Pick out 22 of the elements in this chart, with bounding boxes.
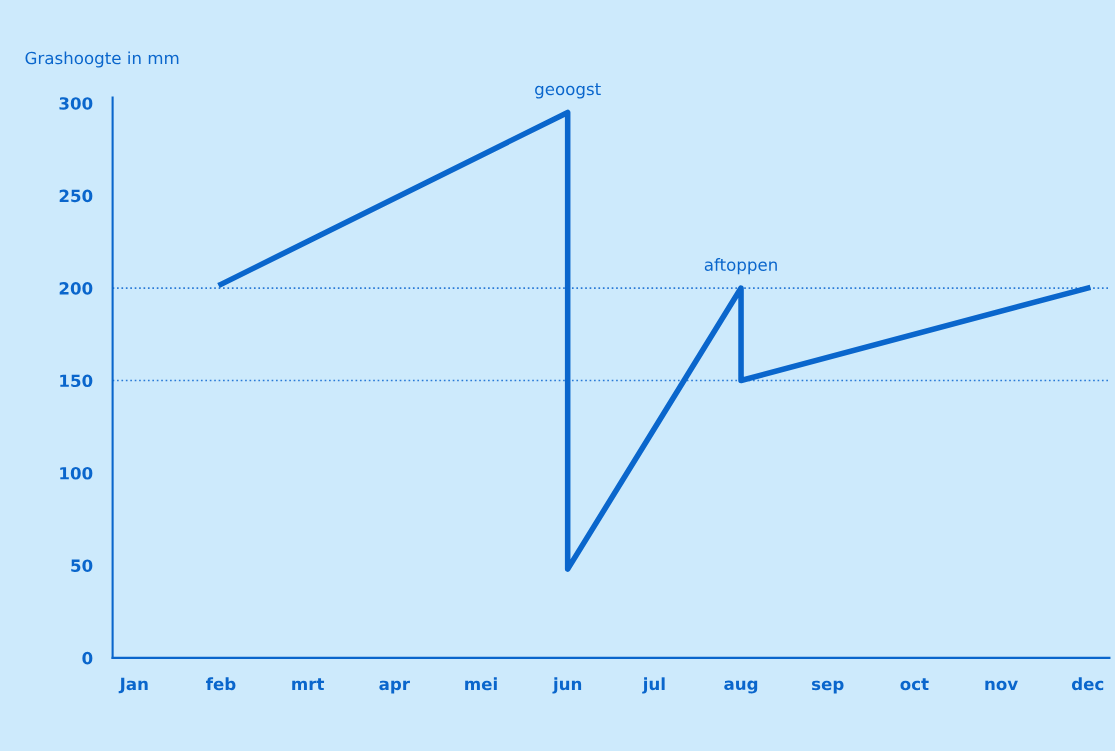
y-tick-label: 250 bbox=[59, 189, 93, 203]
x-tick-label: nov bbox=[985, 680, 1018, 691]
x-tick-label: mrt bbox=[292, 678, 325, 690]
y-tick-label: 150 bbox=[60, 374, 93, 388]
x-tick-label: Jan bbox=[118, 677, 148, 694]
x-tick-label: jun bbox=[552, 677, 582, 694]
y-tick-label: 50 bbox=[71, 559, 93, 572]
y-tick-label: 300 bbox=[59, 97, 93, 110]
y-tick-label: 0 bbox=[82, 651, 93, 665]
x-tick-label: aug bbox=[724, 680, 758, 694]
x-tick-label: oct bbox=[900, 678, 929, 691]
y-tick-label: 100 bbox=[60, 466, 93, 480]
annotation: geoogst bbox=[535, 83, 601, 99]
x-tick-label: jul bbox=[642, 677, 665, 694]
y-axis-title: Grashoogte in mm bbox=[25, 51, 179, 68]
x-tick-label: feb bbox=[206, 677, 236, 691]
annotation: aftoppen bbox=[704, 258, 777, 275]
x-tick-label: mei bbox=[465, 677, 497, 691]
x-tick-label: sep bbox=[812, 680, 844, 694]
x-tick-label: apr bbox=[379, 680, 410, 694]
y-tick-label: 200 bbox=[59, 282, 93, 295]
x-tick-label: dec bbox=[1071, 677, 1104, 691]
